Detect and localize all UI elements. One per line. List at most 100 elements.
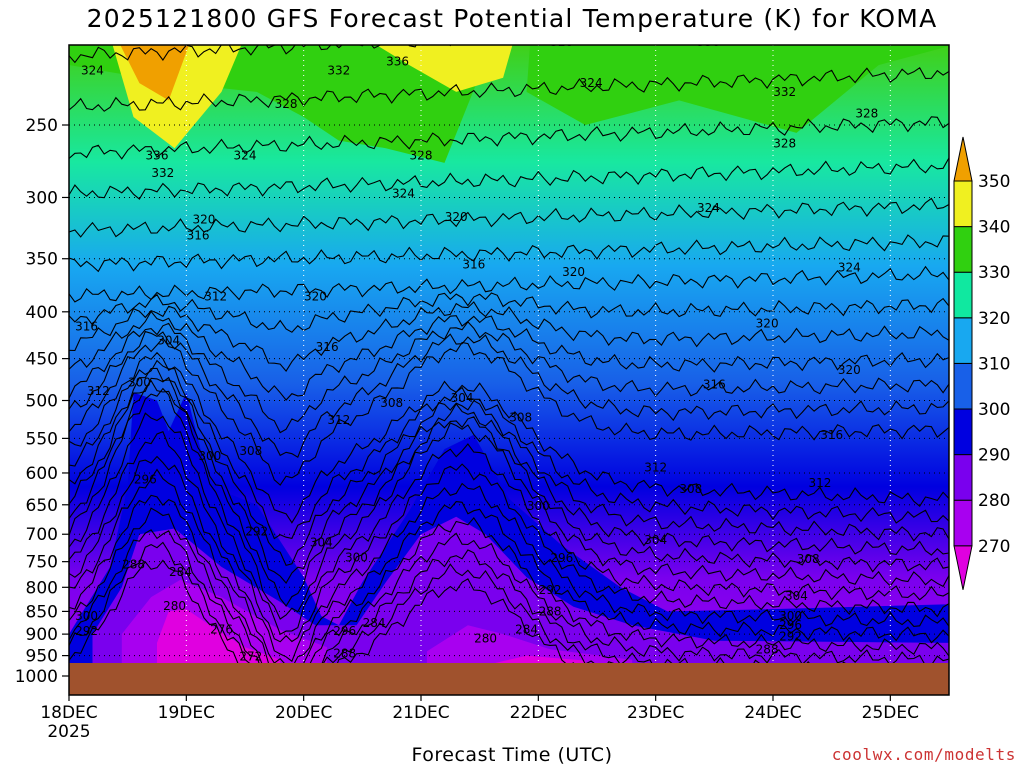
contour-line <box>69 337 949 486</box>
contour-label: 328 <box>275 97 298 111</box>
y-axis: 250 300 350 400 450 500 550 600 650 700 750 800 850 9… <box>15 116 69 687</box>
colorbar-label: 290 <box>978 446 1010 466</box>
y-tick-label: 1000 <box>15 667 58 687</box>
contour-label: 304 <box>644 533 667 547</box>
contour-label: 296 <box>134 473 157 487</box>
contour-label: 328 <box>773 137 796 151</box>
contour-label: 272 <box>239 649 262 663</box>
contour-label: 308 <box>380 396 403 410</box>
colorbar-segment <box>953 226 973 273</box>
y-tick-label: 400 <box>26 303 58 323</box>
contour-line <box>69 455 949 663</box>
contour-label: 292 <box>75 624 98 638</box>
yellow-top-middle <box>376 45 513 92</box>
x-axis: 18DEC 19DEC 20DEC 21DEC 22DEC 23DEC 24DEC 25DEC… <box>40 695 919 742</box>
contour-label: 284 <box>169 565 192 579</box>
colorbar-label: 350 <box>978 172 1010 192</box>
contour-line <box>69 292 949 333</box>
cold-core-left <box>157 609 281 676</box>
y-tick-label: 450 <box>26 350 58 370</box>
contour-label: 328 <box>855 107 878 121</box>
colorbar-label: 320 <box>978 309 1010 329</box>
contour-line <box>69 367 949 567</box>
y-tick-label: 500 <box>26 392 58 412</box>
contour-label: 288 <box>333 647 356 661</box>
chart-title: 2025121800 GFS Forecast Potential Temper… <box>86 4 938 33</box>
colorbar: 270 280 290 300 310 320 330 340 350 <box>953 136 1010 590</box>
contour-label: 280 <box>474 632 497 646</box>
contour-label: 296 <box>779 618 802 632</box>
colorbar-segment <box>953 271 973 319</box>
contour-line <box>69 412 949 635</box>
contour-line <box>69 310 949 401</box>
x-tick-label: 21DEC <box>392 703 449 723</box>
contour-label: 288 <box>539 604 562 618</box>
contour-label: 332 <box>327 64 350 78</box>
y-tick-label: 700 <box>26 525 58 545</box>
contour-line <box>69 301 949 373</box>
contour-line <box>69 359 949 540</box>
ground-surface <box>69 663 949 695</box>
contour-label: 300 <box>75 609 98 623</box>
contour-label: 328 <box>410 149 433 163</box>
contour-label: 316 <box>703 377 726 391</box>
contour-label: 284 <box>515 623 538 637</box>
contour-label: 328 <box>550 35 573 49</box>
contour-label: 312 <box>327 413 350 427</box>
x-tick-label: 18DEC <box>40 703 97 723</box>
contour-line <box>69 430 949 643</box>
credit-text: coolwx.com/modelts <box>831 745 1016 764</box>
x-tick-year: 2025 <box>47 722 90 742</box>
contour-label: 308 <box>679 482 702 496</box>
contour-label: 316 <box>316 340 339 354</box>
contour-line <box>69 468 949 669</box>
plot-frame <box>68 44 950 696</box>
colorbar-label: 340 <box>978 218 1010 238</box>
y-tick-label: 800 <box>26 578 58 598</box>
contour-label: 324 <box>392 186 415 200</box>
colorbar-label: 310 <box>978 354 1010 374</box>
contour-label: 308 <box>509 411 532 425</box>
contour-label: 320 <box>838 363 861 377</box>
colorbar-bottom-arrow <box>953 545 973 590</box>
colorbar-segment <box>953 317 973 364</box>
contour-label: 332 <box>151 166 174 180</box>
y-tick-label: 750 <box>26 553 58 573</box>
contour-label: 312 <box>204 290 227 304</box>
contour-label: 316 <box>462 257 485 271</box>
contour-line <box>69 379 949 607</box>
y-tick-label: 650 <box>26 496 58 516</box>
contour-label: 296 <box>550 551 573 565</box>
contour-label: 324 <box>697 201 720 215</box>
contour-label: 316 <box>187 228 210 242</box>
contour-label: 336 <box>386 54 409 68</box>
contour-label: 296 <box>333 624 356 638</box>
contour-label: 292 <box>539 583 562 597</box>
colorbar-segment <box>953 499 973 547</box>
contour-label: 300 <box>527 499 550 513</box>
colorbar-segment <box>953 454 973 501</box>
contour-label: 308 <box>797 552 820 566</box>
contour-label: 292 <box>779 629 802 643</box>
contour-label: 300 <box>345 550 368 564</box>
contour-label: 312 <box>644 461 667 475</box>
cold-dome-purple <box>92 516 949 676</box>
contour-label: 320 <box>445 210 468 224</box>
colorbar-top-arrow <box>953 136 973 182</box>
contour-label: 312 <box>87 384 110 398</box>
colorbar-segment <box>953 408 973 456</box>
colorbar-segment <box>953 362 973 410</box>
contour-label: 320 <box>562 265 585 279</box>
colorbar-label: 270 <box>978 537 1010 557</box>
x-tick-label: 23DEC <box>627 703 684 723</box>
contour-label: 320 <box>756 317 779 331</box>
x-axis-title: Forecast Time (UTC) <box>411 744 613 766</box>
contour-label: 332 <box>773 85 796 99</box>
contour-line <box>69 234 949 273</box>
colorbar-label: 330 <box>978 263 1010 283</box>
colorbar-label: 280 <box>978 491 1010 511</box>
colorbar-segment <box>953 180 973 228</box>
contour-label: 276 <box>210 623 233 637</box>
contour-label: 320 <box>304 290 327 304</box>
y-tick-label: 600 <box>26 464 58 484</box>
